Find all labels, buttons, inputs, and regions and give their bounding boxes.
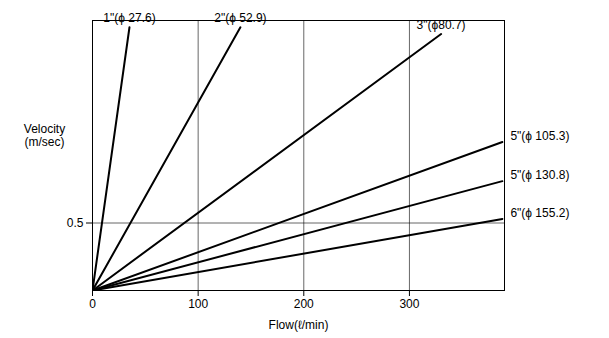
svg-text:3"(ϕ80.7): 3"(ϕ80.7) <box>417 18 466 32</box>
svg-text:Flow(ℓ/min): Flow(ℓ/min) <box>269 318 329 332</box>
svg-text:0.5: 0.5 <box>67 216 84 230</box>
svg-text:0: 0 <box>89 297 96 311</box>
svg-text:100: 100 <box>188 297 208 311</box>
svg-text:200: 200 <box>294 297 314 311</box>
svg-text:1"(ϕ 27.6): 1"(ϕ 27.6) <box>103 11 155 25</box>
svg-text:5"(ϕ 130.8): 5"(ϕ 130.8) <box>510 168 569 182</box>
svg-text:2"(ϕ 52.9): 2"(ϕ 52.9) <box>214 11 266 25</box>
svg-text:5"(ϕ 105.3): 5"(ϕ 105.3) <box>510 129 569 143</box>
svg-text:Velocity(m/sec): Velocity(m/sec) <box>24 122 65 149</box>
svg-text:300: 300 <box>399 297 419 311</box>
svg-text:6"(ϕ 155.2): 6"(ϕ 155.2) <box>510 206 569 220</box>
